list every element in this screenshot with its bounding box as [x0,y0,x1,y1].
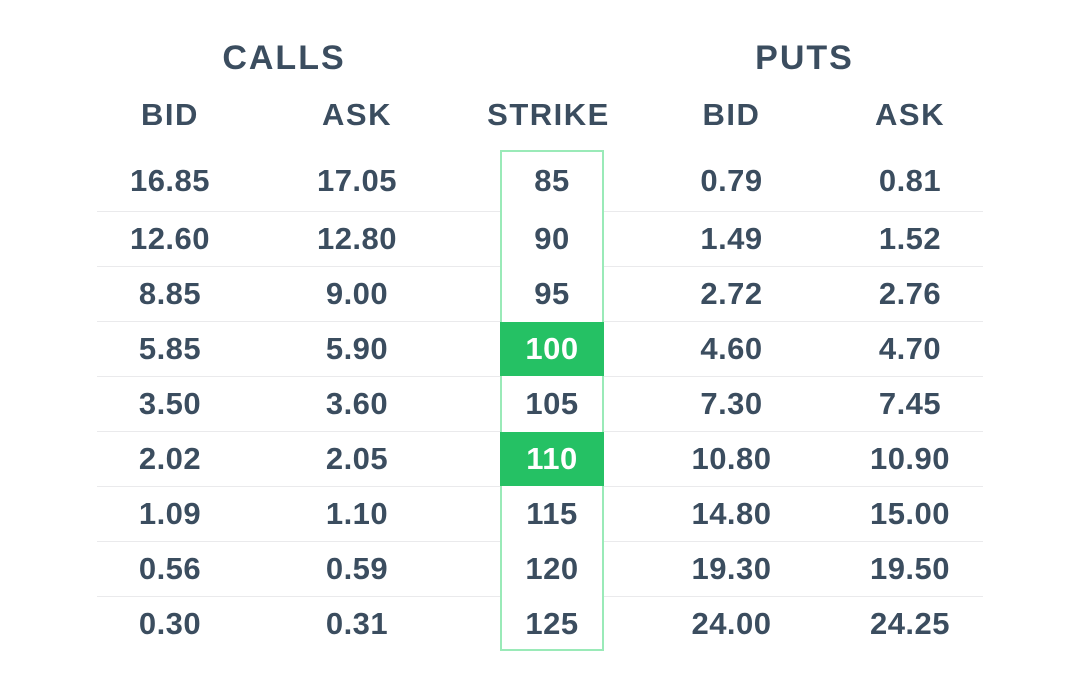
put-ask-cell[interactable]: 24.25 [869,606,951,641]
put-bid-cell[interactable]: 14.80 [691,496,772,531]
call-bid-cell[interactable]: 16.85 [129,162,211,198]
strike-cell[interactable]: 115 [526,496,578,531]
strike-cell[interactable]: 85 [534,162,570,198]
call-bid-cell[interactable]: 0.30 [138,606,202,641]
call-bid-cell[interactable]: 2.02 [138,441,202,476]
strike-column-outline [500,150,604,651]
put-bid-cell[interactable]: 19.30 [691,551,772,586]
section-titles-row: CALLS PUTS [97,36,983,80]
call-ask-cell[interactable]: 5.90 [325,331,389,366]
put-bid-cell[interactable]: 1.49 [700,221,763,256]
call-bid-cell[interactable]: 3.50 [138,386,202,421]
strike-cell[interactable]: 105 [525,386,579,421]
call-ask-cell[interactable]: 1.10 [325,496,389,531]
put-ask-cell[interactable]: 10.90 [869,441,951,476]
strike-cell[interactable]: 110 [500,432,604,486]
put-ask-cell[interactable]: 1.52 [878,221,942,256]
strike-cell[interactable]: 100 [500,322,604,376]
chain-row: 3.50 3.60 105 7.30 7.45 [97,376,983,431]
strike-header: STRIKE [487,97,610,132]
puts-bid-header: BID [702,97,761,132]
puts-section-title: PUTS [755,38,854,77]
calls-section-title: CALLS [222,38,346,77]
put-ask-cell[interactable]: 7.45 [878,386,942,421]
column-headers-row: BID ASK STRIKE BID ASK [97,80,983,150]
put-ask-cell[interactable]: 19.50 [869,551,951,586]
put-bid-cell[interactable]: 24.00 [691,606,772,641]
put-bid-cell[interactable]: 4.60 [700,331,763,366]
chain-row: 12.60 12.80 90 1.49 1.52 [97,211,983,266]
put-ask-cell[interactable]: 0.81 [878,162,942,198]
calls-ask-header: ASK [322,97,392,132]
put-bid-cell[interactable]: 10.80 [691,441,772,476]
call-ask-cell[interactable]: 17.05 [316,162,398,198]
call-bid-cell[interactable]: 0.56 [138,551,202,586]
chain-row: 0.30 0.31 125 24.00 24.25 [97,596,983,651]
call-ask-cell[interactable]: 0.59 [325,551,389,586]
calls-bid-header: BID [141,97,199,132]
call-ask-cell[interactable]: 9.00 [325,276,389,311]
chain-row: 16.85 17.05 85 0.79 0.81 [97,150,983,211]
call-bid-cell[interactable]: 8.85 [138,276,202,311]
strike-cell[interactable]: 90 [534,221,570,256]
puts-ask-header: ASK [875,97,945,132]
strike-cell[interactable]: 120 [525,551,579,586]
call-bid-cell[interactable]: 12.60 [129,221,211,256]
chain-row: 8.85 9.00 95 2.72 2.76 [97,266,983,321]
put-bid-cell[interactable]: 0.79 [700,162,763,198]
chain-row: 5.85 5.90 100 4.60 4.70 [97,321,983,376]
put-ask-cell[interactable]: 4.70 [878,331,942,366]
call-ask-cell[interactable]: 3.60 [325,386,389,421]
chain-row: 0.56 0.59 120 19.30 19.50 [97,541,983,596]
put-bid-cell[interactable]: 2.72 [700,276,763,311]
call-ask-cell[interactable]: 0.31 [325,606,389,641]
strike-cell[interactable]: 95 [534,276,570,311]
call-ask-cell[interactable]: 2.05 [325,441,389,476]
put-bid-cell[interactable]: 7.30 [700,386,763,421]
call-bid-cell[interactable]: 5.85 [138,331,202,366]
chain-row: 2.02 2.05 110 10.80 10.90 [97,431,983,486]
put-ask-cell[interactable]: 2.76 [878,276,942,311]
chain-row: 1.09 1.10 115 14.80 15.00 [97,486,983,541]
options-chain-table: CALLS PUTS BID ASK STRIKE BID ASK 16.85 … [97,36,983,651]
chain-body: 16.85 17.05 85 0.79 0.81 12.60 12.80 90 … [97,150,983,651]
strike-cell[interactable]: 125 [525,606,579,641]
call-bid-cell[interactable]: 1.09 [138,496,202,531]
put-ask-cell[interactable]: 15.00 [869,496,951,531]
call-ask-cell[interactable]: 12.80 [316,221,398,256]
